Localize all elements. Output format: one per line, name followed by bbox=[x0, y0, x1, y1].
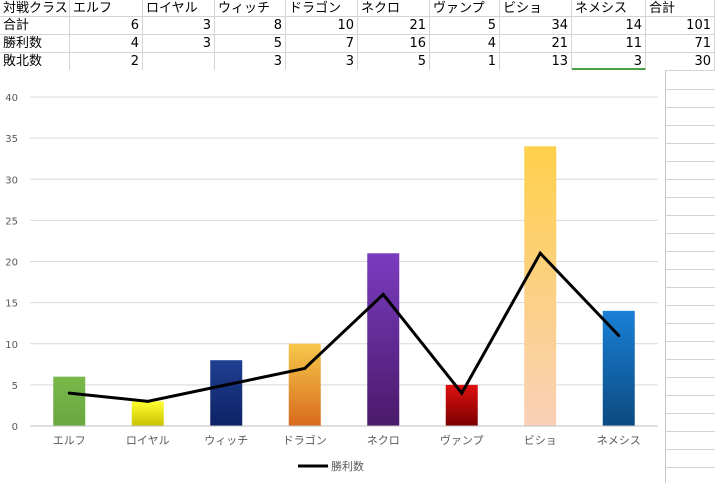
x-tick-label: エルフ bbox=[53, 434, 86, 447]
line-point bbox=[67, 391, 71, 395]
column-header-cell[interactable]: ウィッチ bbox=[215, 0, 286, 17]
combo-chart[interactable]: 0 5 10 15 20 25 30 35 40 エルフ ロイヤル ウィッチ ドラゴン ネクロ ヴァンプ ビシ… bbox=[0, 70, 666, 483]
line-point bbox=[146, 399, 150, 403]
line-point bbox=[303, 366, 307, 370]
data-cell[interactable] bbox=[143, 53, 215, 71]
data-cell[interactable]: 11 bbox=[572, 35, 646, 53]
column-header-cell[interactable]: ネクロ bbox=[358, 0, 430, 17]
data-cell[interactable]: 4 bbox=[70, 35, 143, 53]
data-cell[interactable]: 34 bbox=[500, 17, 572, 35]
bar bbox=[131, 401, 164, 426]
line-point bbox=[224, 383, 228, 387]
column-header-cell[interactable]: ドラゴン bbox=[286, 0, 358, 17]
bar bbox=[367, 253, 400, 426]
data-cell[interactable]: 2 bbox=[70, 53, 143, 71]
data-cell[interactable]: 13 bbox=[500, 53, 572, 71]
data-cell[interactable]: 5 bbox=[430, 17, 500, 35]
y-tick-label: 35 bbox=[5, 134, 18, 145]
bar bbox=[524, 146, 557, 426]
data-cell[interactable]: 101 bbox=[646, 17, 715, 35]
data-cell[interactable]: 5 bbox=[358, 53, 430, 71]
data-cell[interactable]: 10 bbox=[286, 17, 358, 35]
bar bbox=[210, 360, 243, 426]
data-cell[interactable]: 21 bbox=[500, 35, 572, 53]
data-cell[interactable]: 7 bbox=[286, 35, 358, 53]
line-point bbox=[538, 251, 542, 255]
data-cell[interactable]: 1 bbox=[430, 53, 500, 71]
y-tick-label: 15 bbox=[5, 299, 18, 310]
column-header-cell[interactable]: ビショ bbox=[500, 0, 572, 17]
data-cell[interactable]: 3 bbox=[143, 35, 215, 53]
data-cell[interactable]: 3 bbox=[143, 17, 215, 35]
data-cell[interactable]: 71 bbox=[646, 35, 715, 53]
x-tick-label: ビショ bbox=[524, 434, 557, 447]
line-point bbox=[460, 391, 464, 395]
bar bbox=[602, 310, 635, 426]
x-tick-label: ロイヤル bbox=[126, 434, 170, 447]
data-cell[interactable]: 6 bbox=[70, 17, 143, 35]
column-header-cell[interactable]: 合計 bbox=[646, 0, 715, 17]
row-header-cell[interactable]: 合計 bbox=[0, 17, 70, 35]
y-tick-label: 5 bbox=[12, 381, 18, 392]
line-point bbox=[617, 334, 621, 338]
line-series bbox=[69, 250, 620, 403]
row-header-cell[interactable]: 対戦クラス bbox=[0, 0, 70, 17]
y-tick-label: 0 bbox=[12, 422, 18, 433]
row-header-cell[interactable]: 敗北数 bbox=[0, 53, 70, 71]
row-header-cell[interactable]: 勝利数 bbox=[0, 35, 70, 53]
y-tick-label: 20 bbox=[5, 258, 18, 269]
y-tick-label: 25 bbox=[5, 216, 18, 227]
column-header-cell[interactable]: エルフ bbox=[70, 0, 143, 17]
column-header-cell[interactable]: ロイヤル bbox=[143, 0, 215, 17]
data-cell[interactable]: 3 bbox=[572, 53, 646, 71]
data-cell[interactable]: 4 bbox=[430, 35, 500, 53]
x-tick-label: ネクロ bbox=[367, 434, 400, 447]
data-cell[interactable]: 16 bbox=[358, 35, 430, 53]
column-header-cell[interactable]: ネメシス bbox=[572, 0, 646, 17]
y-tick-label: 10 bbox=[5, 340, 18, 351]
y-tick-label: 40 bbox=[5, 93, 18, 104]
legend-label: 勝利数 bbox=[331, 459, 364, 473]
x-tick-label: ドラゴン bbox=[283, 433, 327, 447]
data-cell[interactable]: 3 bbox=[215, 53, 286, 71]
data-cell[interactable]: 14 bbox=[572, 17, 646, 35]
bar bbox=[53, 376, 86, 426]
x-tick-label: ヴァンプ bbox=[440, 433, 484, 447]
data-cell[interactable]: 30 bbox=[646, 53, 715, 71]
data-cell[interactable]: 3 bbox=[286, 53, 358, 71]
chart-canvas: 0 5 10 15 20 25 30 35 40 エルフ ロイヤル ウィッチ ドラゴン ネクロ ヴァンプ ビシ… bbox=[5, 93, 658, 473]
line-point bbox=[381, 292, 385, 296]
data-cell[interactable]: 21 bbox=[358, 17, 430, 35]
x-tick-label: ウィッチ bbox=[204, 434, 248, 447]
y-tick-label: 30 bbox=[5, 175, 18, 186]
column-header-cell[interactable]: ヴァンプ bbox=[430, 0, 500, 17]
x-tick-label: ネメシス bbox=[597, 434, 641, 447]
data-cell[interactable]: 8 bbox=[215, 17, 286, 35]
data-cell[interactable]: 5 bbox=[215, 35, 286, 53]
